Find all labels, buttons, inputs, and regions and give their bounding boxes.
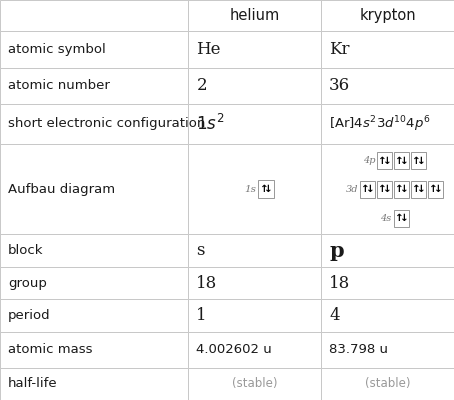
Bar: [188, 32, 321, 68]
Bar: [0, 332, 188, 368]
Text: 4s: 4s: [380, 214, 392, 223]
Text: ↑: ↑: [378, 156, 387, 166]
Bar: [321, 234, 454, 267]
Text: 4: 4: [329, 307, 340, 324]
Bar: [321, 144, 454, 234]
Text: ↑: ↑: [395, 184, 404, 194]
Bar: [377, 152, 392, 169]
Bar: [188, 332, 321, 368]
Bar: [321, 104, 454, 144]
Bar: [0, 234, 188, 267]
Text: short electronic configuration: short electronic configuration: [8, 118, 205, 130]
Text: $1s^2$: $1s^2$: [197, 114, 225, 134]
Bar: [0, 104, 188, 144]
Text: 3d: 3d: [346, 185, 358, 194]
Bar: [411, 181, 426, 198]
Bar: [0, 32, 188, 68]
Text: 1s: 1s: [244, 185, 256, 194]
Text: helium: helium: [230, 8, 280, 23]
Bar: [321, 368, 454, 400]
Text: ↑: ↑: [429, 184, 438, 194]
Bar: [0, 144, 188, 234]
Bar: [321, 332, 454, 368]
Text: ↓: ↓: [417, 156, 425, 166]
Text: 4.002602 u: 4.002602 u: [197, 343, 272, 356]
Text: atomic symbol: atomic symbol: [8, 43, 106, 56]
Text: He: He: [197, 41, 221, 58]
Bar: [188, 299, 321, 332]
Text: Kr: Kr: [329, 41, 350, 58]
Text: ↓: ↓: [383, 184, 391, 194]
Bar: [0, 0, 188, 32]
Bar: [188, 234, 321, 267]
Text: 18: 18: [329, 274, 350, 292]
Bar: [0, 299, 188, 332]
Text: ↑: ↑: [412, 184, 421, 194]
Text: ↓: ↓: [434, 184, 443, 194]
Text: 36: 36: [329, 77, 350, 94]
Bar: [188, 68, 321, 104]
Text: 4p: 4p: [363, 156, 375, 165]
Text: ↓: ↓: [400, 213, 409, 223]
Bar: [321, 299, 454, 332]
Text: ↓: ↓: [400, 156, 409, 166]
Text: 2: 2: [197, 77, 207, 94]
Text: (stable): (stable): [232, 377, 277, 390]
Text: ↑: ↑: [378, 184, 387, 194]
Bar: [188, 267, 321, 299]
Bar: [321, 267, 454, 299]
Bar: [377, 181, 392, 198]
Bar: [321, 32, 454, 68]
Bar: [188, 144, 321, 234]
Text: atomic mass: atomic mass: [8, 343, 93, 356]
Bar: [0, 267, 188, 299]
Bar: [411, 152, 426, 169]
Text: (stable): (stable): [365, 377, 410, 390]
Text: ↓: ↓: [400, 184, 409, 194]
Bar: [395, 210, 410, 227]
Text: Aufbau diagram: Aufbau diagram: [8, 183, 115, 196]
Bar: [428, 181, 443, 198]
Text: block: block: [8, 244, 44, 257]
Bar: [395, 181, 410, 198]
Text: p: p: [329, 241, 344, 261]
Bar: [188, 0, 321, 32]
Bar: [188, 368, 321, 400]
Text: ↑: ↑: [395, 156, 404, 166]
Text: ↓: ↓: [264, 184, 273, 194]
Text: ↓: ↓: [383, 156, 391, 166]
Text: half-life: half-life: [8, 377, 58, 390]
Bar: [395, 152, 410, 169]
Text: 83.798 u: 83.798 u: [329, 343, 388, 356]
Text: group: group: [8, 276, 47, 290]
Bar: [321, 0, 454, 32]
Bar: [321, 68, 454, 104]
Text: atomic number: atomic number: [8, 79, 110, 92]
Text: ↑: ↑: [395, 213, 404, 223]
Text: ↓: ↓: [417, 184, 425, 194]
Text: ↓: ↓: [365, 184, 375, 194]
Text: ↑: ↑: [260, 184, 268, 194]
Bar: [188, 104, 321, 144]
Bar: [360, 181, 375, 198]
Text: 18: 18: [197, 274, 217, 292]
Text: $[\mathrm{Ar}]4s^{2}3d^{10}4p^{6}$: $[\mathrm{Ar}]4s^{2}3d^{10}4p^{6}$: [329, 114, 431, 134]
Text: 1: 1: [197, 307, 207, 324]
Text: ↑: ↑: [412, 156, 421, 166]
Text: ↑: ↑: [361, 184, 370, 194]
Bar: [258, 180, 274, 198]
Bar: [0, 68, 188, 104]
Text: s: s: [197, 242, 205, 259]
Text: krypton: krypton: [359, 8, 416, 23]
Text: period: period: [8, 309, 51, 322]
Bar: [0, 368, 188, 400]
